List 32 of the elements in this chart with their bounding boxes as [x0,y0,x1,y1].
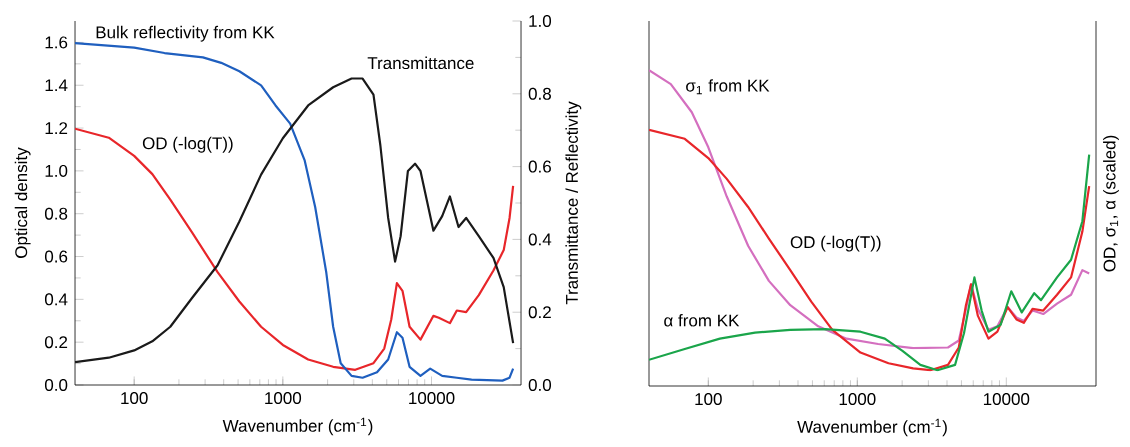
series-label: OD (-log(T)) [142,136,233,153]
x-tick-label: 100 [121,392,148,405]
x-tick-label: 10000 [983,393,1030,406]
y-tick-label: 1.6 [45,36,68,49]
y2-tick-label: 0.4 [528,233,552,246]
series-label: Bulk reflectivity from KK [96,25,275,42]
series-label: Transmittance [367,56,474,70]
y2-tick-label: 0.2 [528,306,551,319]
series-label: σ$_{1}$ from KK [686,79,770,95]
x-tick-label: 1000 [839,393,876,406]
y-tick-label: 0.4 [44,293,68,306]
series-label: α from KK [664,314,740,327]
y2-tick-label: 0.8 [528,87,551,100]
y-tick-label: 1.2 [45,122,68,134]
y2-tick-label: 0.0 [528,379,552,392]
y2-tick-label: 0.6 [528,160,551,173]
y-tick-label: 1.4 [45,79,68,92]
y-tick-label: 1.0 [45,164,68,177]
y-axis-title: OD, σ$_{1}$, α (scaled) [1103,135,1119,272]
y2-axis-title: Transmittance / Reflectivity [565,101,582,305]
y-tick-label: 0.6 [44,250,68,263]
x-axis-title: Wavenumber (cm$^{-1}$) [797,418,947,437]
y-tick-label: 0.8 [44,207,68,220]
y-axis-title: Optical density [14,147,31,258]
series-label: OD (-log(T)) [790,235,881,252]
y-tick-label: 0.2 [44,336,68,349]
y2-tick-label: 1.0 [529,15,552,28]
x-tick-label: 1000 [265,392,302,405]
x-tick-label: 10000 [409,392,455,405]
x-axis-title: Wavenumber (cm$^{-1}$) [222,417,373,436]
y-tick-label: 0.0 [44,379,68,392]
x-tick-label: 100 [695,393,722,406]
